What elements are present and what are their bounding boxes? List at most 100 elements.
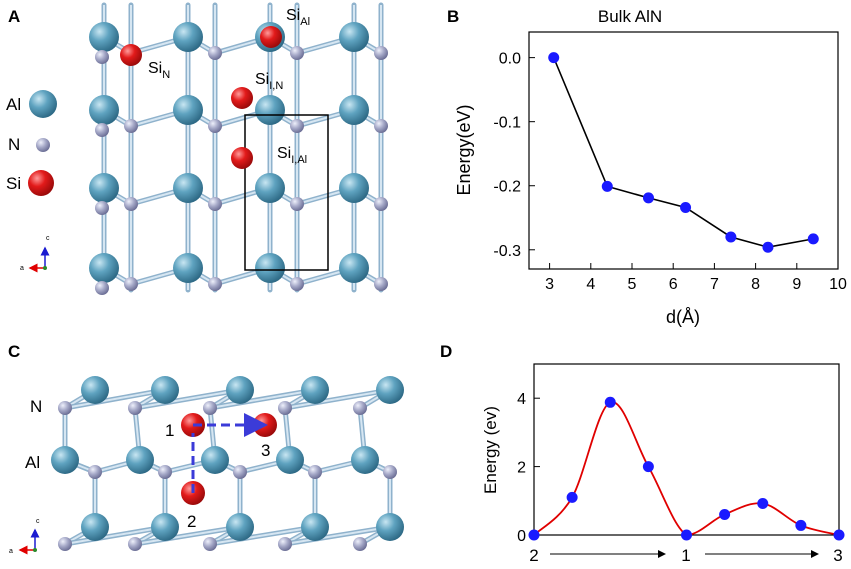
al-atom — [51, 446, 79, 474]
panel-b: B Bulk AlN Energy(eV) d(Å) 3 4 5 6 7 8 9 10 0.0 -… — [447, 7, 847, 327]
n-atom — [124, 119, 138, 133]
n-atom — [383, 465, 397, 479]
si-atom-n-site — [120, 44, 142, 66]
panel-a: A SiAl SiN SiI,N SiI,Al Al N Si c a — [6, 2, 388, 295]
al-atom — [339, 95, 369, 125]
x-tick-label: 5 — [628, 276, 637, 293]
n-atom — [290, 119, 304, 133]
n-atom — [158, 465, 172, 479]
y-tick-label: -0.1 — [493, 115, 521, 132]
al-atom — [339, 22, 369, 52]
chart-b-plot: 3 4 5 6 7 8 9 10 0.0 -0.1 -0.2 -0.3 — [493, 51, 847, 293]
n-atom — [353, 537, 367, 551]
n-atom — [124, 197, 138, 211]
y-tick-label: 0.0 — [499, 51, 521, 68]
data-point — [680, 202, 692, 214]
n-atom — [58, 537, 72, 551]
site-number-3: 3 — [261, 441, 270, 460]
crystal-structure-c — [51, 376, 404, 551]
al-atom — [276, 446, 304, 474]
n-atom — [88, 465, 102, 479]
chart-d-plot: 0 2 4 — [517, 391, 845, 545]
chart-b-frame — [528, 31, 839, 270]
n-atom — [308, 465, 322, 479]
al-atom — [173, 95, 203, 125]
al-atom — [351, 446, 379, 474]
panel-b-label: B — [447, 7, 459, 26]
legend-al-atom — [29, 90, 57, 118]
y-tick-label: -0.3 — [493, 243, 521, 260]
data-point — [566, 491, 578, 503]
site-label-si-n: SiN — [148, 60, 170, 81]
si-atom-interstitial-n — [231, 87, 253, 109]
n-atom — [208, 46, 222, 60]
chart-b-ylabel: Energy(eV) — [454, 104, 474, 195]
al-atom — [173, 22, 203, 52]
x-tick-label: 4 — [586, 276, 595, 293]
n-atom — [128, 537, 142, 551]
y-tick-label: 0 — [517, 528, 526, 545]
data-point — [528, 529, 540, 541]
al-atom — [89, 22, 119, 52]
n-atom — [208, 277, 222, 291]
si-atom-al-site — [260, 26, 282, 48]
al-atom — [89, 95, 119, 125]
al-atom — [81, 513, 109, 541]
al-atom — [226, 376, 254, 404]
data-point — [548, 52, 560, 64]
al-atom — [339, 253, 369, 283]
data-point — [757, 498, 769, 510]
n-atom — [208, 119, 222, 133]
n-atom — [353, 401, 367, 415]
al-atom — [151, 513, 179, 541]
al-atom — [151, 376, 179, 404]
legend-si-label: Si — [6, 174, 21, 193]
path-label-3: 3 — [833, 546, 842, 565]
panel-a-label: A — [8, 7, 20, 26]
site-label-si-al: SiAl — [286, 7, 310, 28]
path-label-2: 2 — [529, 546, 538, 565]
n-atom — [290, 46, 304, 60]
data-point — [762, 241, 774, 253]
n-atom — [278, 401, 292, 415]
al-atom — [89, 253, 119, 283]
n-atom — [95, 50, 109, 64]
al-atom — [376, 376, 404, 404]
n-atom — [203, 537, 217, 551]
al-atom — [255, 253, 285, 283]
data-point — [681, 529, 692, 541]
site-number-1: 1 — [165, 421, 174, 440]
element-legend: Al N Si — [6, 90, 57, 196]
x-tick-label: 7 — [710, 276, 719, 293]
al-atom — [226, 513, 254, 541]
path-label-1: 1 — [681, 546, 690, 565]
site-label-si-i-n: SiI,N — [255, 71, 283, 92]
al-atom — [126, 446, 154, 474]
data-point — [807, 233, 819, 245]
series-line — [552, 57, 814, 249]
y-tick-label: 4 — [517, 391, 526, 408]
data-point — [642, 461, 654, 473]
x-tick-label: 3 — [545, 276, 554, 293]
al-atom — [173, 253, 203, 283]
al-atom — [81, 376, 109, 404]
al-atom — [89, 173, 119, 203]
axis-triad-c: c a — [9, 518, 40, 555]
n-atom — [95, 281, 109, 295]
al-atom — [376, 513, 404, 541]
al-atom — [201, 446, 229, 474]
n-atom — [95, 201, 109, 215]
data-point — [725, 231, 737, 243]
panel-c: C 1 2 3 N Al c a — [8, 342, 404, 555]
n-atom — [290, 197, 304, 211]
legend-n-label: N — [8, 135, 20, 154]
al-atom — [173, 173, 203, 203]
data-point — [719, 508, 731, 520]
n-atom — [124, 277, 138, 291]
si-atom-interstitial-al — [231, 147, 253, 169]
data-point — [795, 519, 807, 531]
n-atom — [374, 119, 388, 133]
n-atom — [374, 197, 388, 211]
axis-triad-a: c a — [20, 235, 50, 273]
n-atom — [128, 401, 142, 415]
